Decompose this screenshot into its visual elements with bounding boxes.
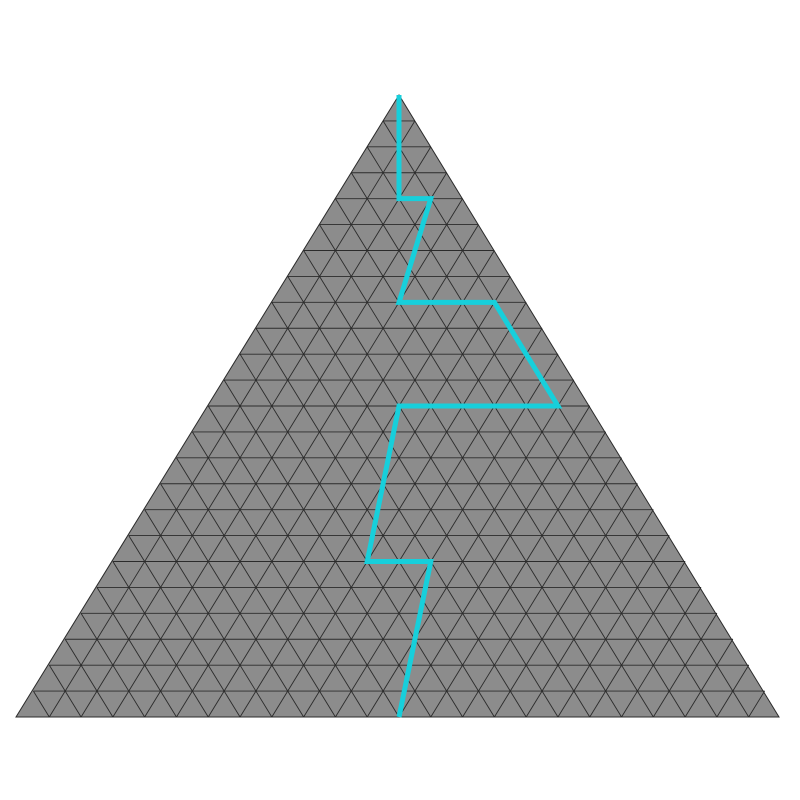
grid-line-left-parallel <box>430 431 607 718</box>
grid-line-right-parallel <box>160 483 305 718</box>
grid-line-right-parallel <box>382 120 750 718</box>
grid-line-right-parallel <box>64 639 114 718</box>
grid-line-left-parallel <box>493 483 638 718</box>
highlight-path <box>364 95 563 718</box>
grid-line-left-parallel <box>303 328 543 718</box>
triangle-outline <box>15 94 780 718</box>
grid-line-right-parallel <box>319 224 622 718</box>
grid-line-left-parallel <box>557 535 670 718</box>
grid-line-left-parallel <box>366 379 575 718</box>
grid-line-right-parallel <box>128 535 241 718</box>
grid-line-right-parallel <box>287 276 559 718</box>
grid-line-left-parallel <box>48 120 416 718</box>
grid-line-left-parallel <box>621 587 702 718</box>
grid-line-left-parallel <box>684 639 734 718</box>
grid-line-left-parallel <box>748 690 765 718</box>
grid-line-right-parallel <box>96 587 177 718</box>
grid-line-right-parallel <box>33 690 50 718</box>
grid-line-left-parallel <box>112 172 448 718</box>
grid-line-right-parallel <box>350 172 686 718</box>
grid-line-left-parallel <box>239 276 511 718</box>
grid-line-left-parallel <box>176 224 479 718</box>
highlight-path-group <box>364 95 563 718</box>
grid-line-right-parallel <box>223 379 432 718</box>
grid-line-right-parallel <box>191 431 368 718</box>
